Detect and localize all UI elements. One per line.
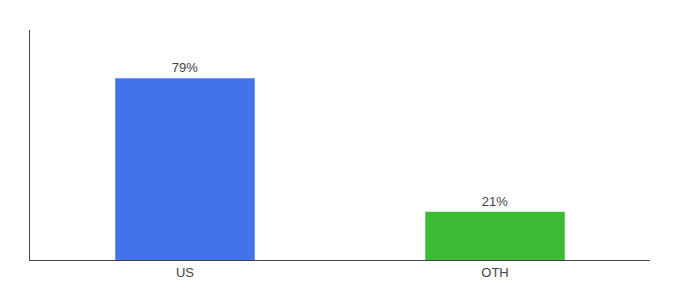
svg-text:21%: 21% — [482, 194, 508, 209]
svg-text:OTH: OTH — [481, 265, 508, 280]
svg-text:79%: 79% — [172, 60, 198, 75]
svg-text:US: US — [176, 265, 194, 280]
